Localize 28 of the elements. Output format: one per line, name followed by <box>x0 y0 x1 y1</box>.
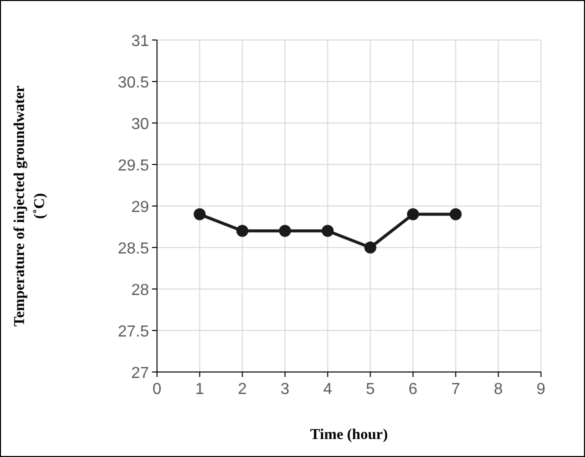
point <box>236 224 248 237</box>
x-tick-label: 5 <box>366 381 375 398</box>
y-tick-label: 30.5 <box>118 74 150 92</box>
y-tick-label: 28 <box>131 282 150 299</box>
point <box>450 208 462 220</box>
x-tick-label: 2 <box>238 381 247 398</box>
point <box>194 208 206 220</box>
y-tick-label: 27 <box>131 365 150 382</box>
x-tick-label: 9 <box>536 381 546 398</box>
y-tick-label: 27.5 <box>118 324 150 340</box>
y-tick-label: 29.5 <box>118 158 150 174</box>
point <box>279 224 291 237</box>
y-tick-label: 29 <box>131 199 150 216</box>
y-axis-title: Temperature of injected groundwater (˚C) <box>12 85 48 326</box>
x-tick-label: 4 <box>323 381 332 398</box>
y-tick-label: 30 <box>131 116 150 133</box>
y-tick-label: 31 <box>131 33 150 50</box>
x-tick-label: 6 <box>408 381 418 398</box>
x-tick-label: 0 <box>152 381 162 398</box>
point <box>322 224 334 237</box>
point <box>407 208 419 220</box>
y-tick-label: 28.5 <box>118 240 150 258</box>
x-tick-label: 8 <box>494 381 503 398</box>
x-tick-label: 7 <box>451 381 460 398</box>
x-tick-label: 3 <box>280 381 290 398</box>
x-axis-title: Time (hour) <box>310 427 388 443</box>
x-tick-label: 1 <box>195 381 204 398</box>
point <box>364 242 376 254</box>
